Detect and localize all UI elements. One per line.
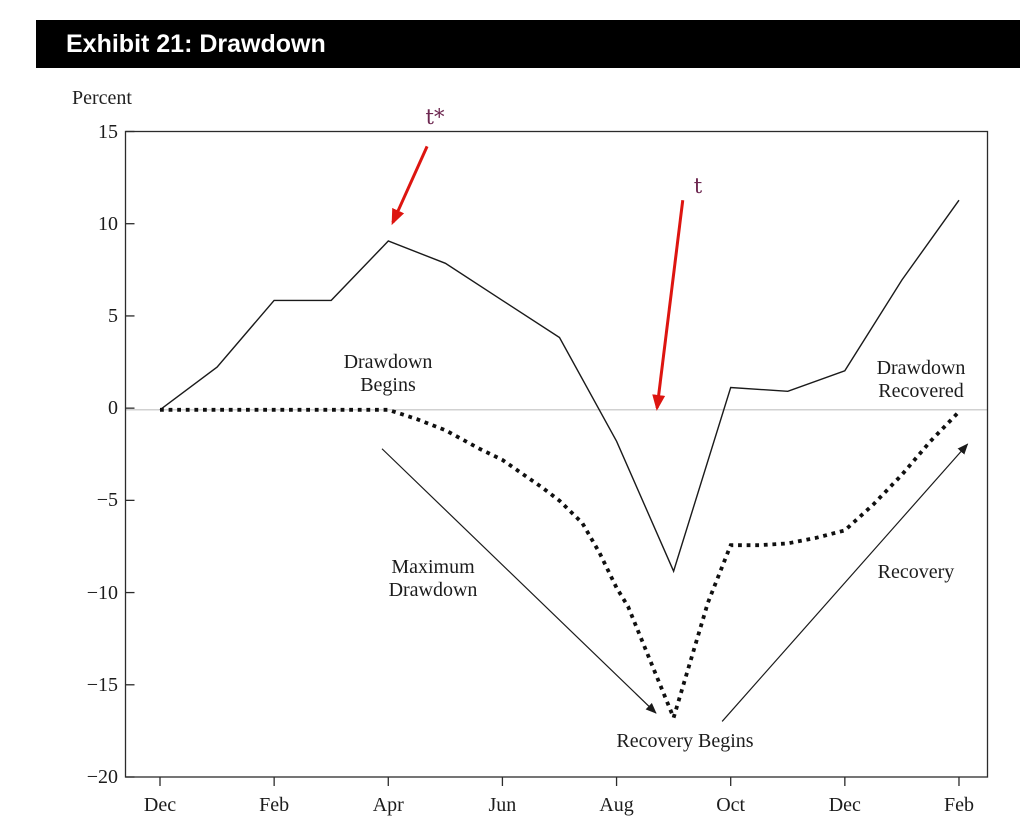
drawdown-begins-line1: Drawdown	[343, 351, 433, 373]
y-tick-label: 10	[98, 212, 118, 235]
series-group	[159, 199, 961, 724]
t-star-arrow	[391, 145, 429, 226]
t-label: t	[693, 174, 703, 198]
t-star-label: t*	[425, 105, 445, 129]
drawdown-recovered-line2: Recovered	[878, 380, 964, 402]
x-tick-label: Feb	[259, 794, 290, 816]
x-tick-label: Aug	[599, 794, 634, 816]
maximum-drawdown-line1: Maximum	[391, 556, 475, 578]
y-tick-label: −15	[86, 673, 118, 696]
y-tick-label: 0	[108, 397, 118, 420]
recovery-annotation: Recovery	[877, 561, 955, 583]
x-tick-label: Dec	[828, 794, 861, 816]
x-tick-label: Dec	[143, 794, 177, 816]
y-tick-label: −5	[96, 489, 118, 512]
maximum-drawdown-arrow	[381, 448, 657, 714]
recovery-begins-annotation: Recovery Begins	[616, 730, 754, 752]
maximum-drawdown-annotation: Maximum Drawdown	[353, 556, 513, 602]
maximum-drawdown-line2: Drawdown	[388, 579, 478, 601]
drawdown-recovered-annotation: Drawdown Recovered	[841, 357, 1001, 403]
x-tick-label: Jun	[488, 794, 517, 816]
drawdown-begins-line2: Begins	[360, 374, 416, 396]
y-tick-label: 5	[108, 304, 118, 327]
x-tick-label: Oct	[716, 794, 746, 816]
x-tick-label: Apr	[372, 794, 404, 816]
drawdown-begins-annotation: Drawdown Begins	[308, 351, 468, 397]
t-arrow	[652, 200, 685, 411]
y-axis-unit-label: Percent	[72, 87, 132, 109]
recovery-arrow	[721, 443, 969, 722]
drawdown-recovered-line1: Drawdown	[876, 357, 966, 379]
portfolio-return-solid-line	[159, 199, 960, 574]
drawdown-dotted-line	[160, 407, 961, 724]
exhibit-title-bar: Exhibit 21: Drawdown	[36, 20, 1020, 68]
axes-group	[124, 130, 989, 786]
arrows-group	[381, 145, 969, 722]
x-tick-label: Feb	[943, 794, 974, 816]
y-tick-label: −20	[86, 766, 118, 788]
y-tick-label: 15	[98, 120, 118, 143]
y-tick-label: −10	[86, 581, 118, 604]
exhibit-title: Exhibit 21: Drawdown	[66, 30, 326, 58]
